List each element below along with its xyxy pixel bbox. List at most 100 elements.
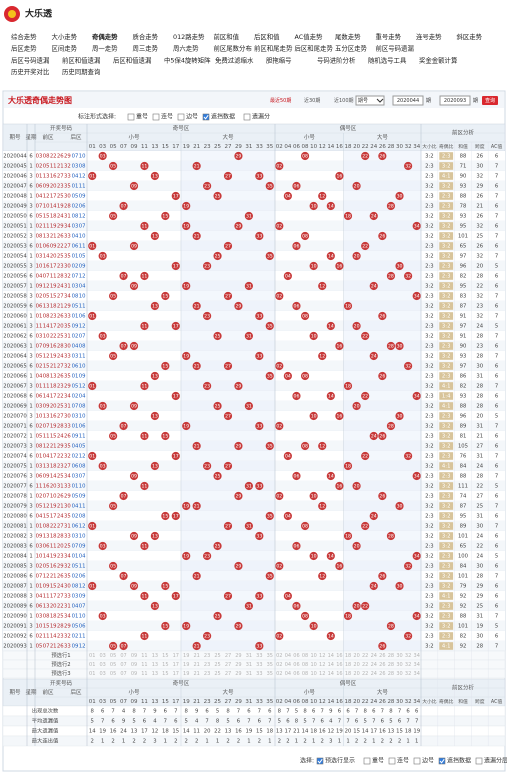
analysis-value: 4:1: [442, 384, 451, 390]
ball-number: 23: [204, 554, 210, 560]
footer-option-box[interactable]: [438, 757, 446, 765]
column-number: 24: [370, 144, 377, 150]
ball: [98, 461, 107, 471]
filter-option-box[interactable]: [152, 113, 160, 121]
nav-link[interactable]: 区间走势: [52, 44, 78, 53]
nav-link[interactable]: 后区走势: [11, 44, 37, 53]
nav-link[interactable]: 连号走势: [416, 32, 442, 41]
nav-link[interactable]: 012路走势: [173, 32, 205, 41]
header-analysis: 前区分析: [452, 129, 475, 137]
nav-link[interactable]: 前区和值: [214, 32, 240, 41]
filter-option-box[interactable]: [243, 113, 251, 121]
nav-link[interactable]: 大小走势: [52, 32, 78, 41]
nav-link[interactable]: 重号走势: [376, 32, 402, 41]
nav-link[interactable]: 后区号码遗漏: [11, 55, 50, 64]
nav-link[interactable]: 后区和尾走势: [295, 44, 334, 53]
period-select[interactable]: [355, 95, 385, 106]
issue: 2020066: [3, 374, 27, 380]
ball-number: 20: [354, 254, 360, 260]
column-number: 29: [235, 144, 242, 150]
draw-back: 08: [72, 214, 79, 220]
analysis-value: 82: [460, 384, 467, 390]
footer-option-box[interactable]: [413, 757, 421, 765]
to-input[interactable]: [439, 95, 471, 106]
ball: [192, 641, 201, 651]
ball-number: 26: [379, 234, 385, 240]
nav-link[interactable]: 前区和尾走势: [254, 44, 293, 53]
nav-link[interactable]: 随机选号工具: [368, 55, 407, 64]
draw-front: 07: [43, 274, 50, 280]
analysis-value: 105: [458, 444, 468, 450]
draw-front: 04: [36, 514, 43, 520]
analysis-value: 26: [476, 154, 483, 160]
footer-option-box[interactable]: [363, 757, 371, 765]
footer-option-box[interactable]: [475, 757, 483, 765]
draw-back: 01: [72, 614, 79, 620]
nav-link[interactable]: 前区和值遗漏: [62, 55, 101, 64]
ratio-cell: [439, 212, 454, 220]
ratio-cell: [439, 392, 454, 400]
ball: [412, 291, 421, 301]
draw-front: 31: [64, 604, 71, 610]
filter-option-box[interactable]: [177, 113, 185, 121]
quick-range[interactable]: 近100期: [334, 97, 354, 104]
nav-link[interactable]: 后区和值: [254, 32, 280, 41]
nav-link[interactable]: 奖金金额计算: [419, 55, 458, 64]
footer-option-box[interactable]: [388, 757, 396, 765]
nav-link[interactable]: 中5保4旋转矩阵: [164, 55, 211, 64]
preselect-cell: 01: [89, 671, 95, 677]
ball-number: 28: [388, 204, 394, 210]
nav-link[interactable]: 号码进阶分析: [317, 55, 356, 64]
ball-number: 35: [267, 324, 273, 330]
filter-option-box[interactable]: [202, 113, 210, 121]
weekday: 3: [29, 324, 32, 330]
nav-link[interactable]: 周六走势: [173, 44, 199, 53]
nav-link[interactable]: 周三走势: [133, 44, 159, 53]
stats-value: 9: [153, 709, 156, 715]
analysis-value: 2:3: [425, 194, 434, 200]
filter-option-box[interactable]: [127, 113, 135, 121]
draw-back: 12: [79, 324, 86, 330]
query-button[interactable]: [482, 96, 498, 105]
column-number: 22: [362, 144, 369, 150]
quick-range[interactable]: 近30期: [304, 97, 320, 104]
footer-option-box[interactable]: [316, 757, 324, 765]
nav-link[interactable]: 前区尾数分布: [214, 44, 253, 53]
column-number: 35: [266, 699, 273, 705]
nav-link[interactable]: 免费过滤缩水: [215, 55, 254, 64]
ball-number: 27: [225, 594, 231, 600]
nav-link[interactable]: 综合走势: [11, 32, 37, 41]
nav-link[interactable]: 胆拖缩号: [266, 55, 292, 64]
draw-back: 02: [72, 264, 79, 270]
ball-number: 31: [246, 214, 252, 220]
nav-link[interactable]: AC值走势: [295, 32, 324, 41]
nav-link[interactable]: 尾数走势: [335, 32, 361, 41]
nav-link[interactable]: 前区号码遗漏: [376, 44, 415, 53]
nav-link[interactable]: 五分区走势: [335, 44, 368, 53]
nav-link[interactable]: 历史开奖对比: [11, 67, 50, 76]
stats-value: 14: [302, 729, 309, 735]
ball-number: 14: [328, 554, 334, 560]
draw-front: 09: [43, 344, 50, 350]
ball: [223, 361, 233, 371]
nav-link[interactable]: 历史同期查询: [62, 67, 101, 76]
nav-link[interactable]: 斜区走势: [457, 32, 483, 41]
analysis-value: 2:3: [425, 274, 434, 280]
preselect-cell: 13: [152, 662, 158, 668]
nav-link[interactable]: 周一走势: [92, 44, 118, 53]
quick-range[interactable]: 最近50期: [270, 97, 291, 104]
nav-link[interactable]: 质合走势: [133, 32, 159, 41]
big-zone-bg: [343, 621, 421, 631]
stats-value: 7: [355, 709, 358, 715]
stats-bg: [2, 705, 506, 717]
from-input[interactable]: [392, 95, 424, 106]
analysis-value: 6: [495, 394, 499, 400]
ball: [292, 601, 301, 611]
big-zone-bg: [343, 451, 421, 461]
analysis-value: 28: [476, 644, 483, 650]
header-small: 小号: [128, 688, 140, 696]
nav-link[interactable]: 奇偶走势: [92, 32, 118, 41]
nav-link[interactable]: 后区和值遗漏: [113, 55, 152, 64]
ball: [213, 541, 222, 551]
issue: 2020077: [3, 484, 27, 490]
